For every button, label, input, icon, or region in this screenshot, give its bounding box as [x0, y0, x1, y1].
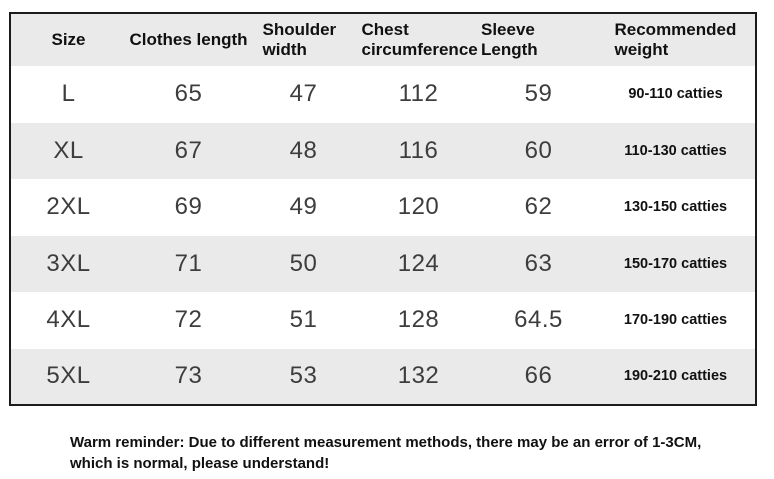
header-recommended-weight-label: Recommended weight: [614, 20, 737, 59]
table-row-4xl: 4XL 72 51 128 64.5 170-190 catties: [10, 292, 756, 349]
table-row-xl: XL 67 48 116 60 110-130 catties: [10, 122, 756, 179]
cell-clothes-length: 65: [174, 80, 203, 108]
header-shoulder-width: Shoulder width: [251, 13, 356, 66]
cell-sleeve-length: 62: [524, 193, 553, 221]
cell-size: L: [61, 80, 76, 108]
cell-shoulder-width: 50: [289, 249, 318, 277]
header-recommended-weight: Recommended weight: [596, 13, 756, 66]
cell-size: 4XL: [46, 306, 91, 334]
cell-sleeve-length: 60: [524, 136, 553, 164]
table-row-5xl: 5XL 73 53 132 66 190-210 catties: [10, 348, 756, 405]
cell-sleeve-length: 64.5: [514, 306, 563, 334]
cell-chest-circumference: 132: [397, 362, 440, 390]
cell-sleeve-length: 59: [524, 80, 553, 108]
cell-chest-circumference: 128: [397, 306, 440, 334]
cell-recommended-weight: 130-150 catties: [623, 199, 728, 216]
header-chest-circumference: Chest circumference: [356, 13, 481, 66]
header-clothes-length-label: Clothes length: [129, 30, 248, 50]
header-sleeve-length-label: Sleeve Length: [481, 20, 538, 59]
cell-clothes-length: 71: [174, 249, 203, 277]
cell-shoulder-width: 51: [289, 306, 318, 334]
cell-sleeve-length: 66: [524, 362, 553, 390]
header-shoulder-width-label: Shoulder width: [262, 20, 337, 59]
warm-reminder-line-2: which is normal, please understand!: [70, 455, 330, 472]
warm-reminder-line-1: Warm reminder: Due to different measurem…: [70, 434, 702, 451]
header-row: Size Clothes length Shoulder width Chest…: [10, 13, 756, 66]
cell-clothes-length: 67: [174, 136, 203, 164]
cell-size: XL: [53, 136, 84, 164]
header-sleeve-length: Sleeve Length: [481, 13, 596, 66]
cell-clothes-length: 73: [174, 362, 203, 390]
cell-recommended-weight: 150-170 catties: [623, 255, 728, 272]
cell-recommended-weight: 90-110 catties: [628, 86, 723, 103]
header-size: Size: [10, 13, 126, 66]
table-row-2xl: 2XL 69 49 120 62 130-150 catties: [10, 179, 756, 236]
cell-chest-circumference: 124: [397, 249, 440, 277]
cell-shoulder-width: 48: [289, 136, 318, 164]
cell-recommended-weight: 190-210 catties: [623, 368, 728, 385]
cell-size: 2XL: [46, 193, 91, 221]
header-clothes-length: Clothes length: [126, 13, 251, 66]
cell-recommended-weight: 170-190 catties: [623, 312, 728, 329]
cell-chest-circumference: 116: [398, 136, 439, 164]
header-chest-circumference-label: Chest circumference: [361, 20, 478, 59]
cell-size: 5XL: [46, 362, 91, 390]
cell-shoulder-width: 49: [289, 193, 318, 221]
size-chart-table: Size Clothes length Shoulder width Chest…: [9, 12, 757, 406]
cell-clothes-length: 69: [174, 193, 203, 221]
table-row-3xl: 3XL 71 50 124 63 150-170 catties: [10, 235, 756, 292]
cell-size: 3XL: [46, 249, 91, 277]
cell-chest-circumference: 112: [398, 80, 439, 108]
table-row-l: L 65 47 112 59 90-110 catties: [10, 66, 756, 123]
cell-chest-circumference: 120: [397, 193, 440, 221]
cell-shoulder-width: 47: [289, 80, 318, 108]
cell-recommended-weight: 110-130 catties: [624, 142, 727, 159]
cell-sleeve-length: 63: [524, 249, 553, 277]
header-size-label: Size: [51, 30, 86, 50]
warm-reminder-text: Warm reminder: Due to different measurem…: [70, 432, 701, 474]
cell-clothes-length: 72: [174, 306, 203, 334]
cell-shoulder-width: 53: [289, 362, 318, 390]
